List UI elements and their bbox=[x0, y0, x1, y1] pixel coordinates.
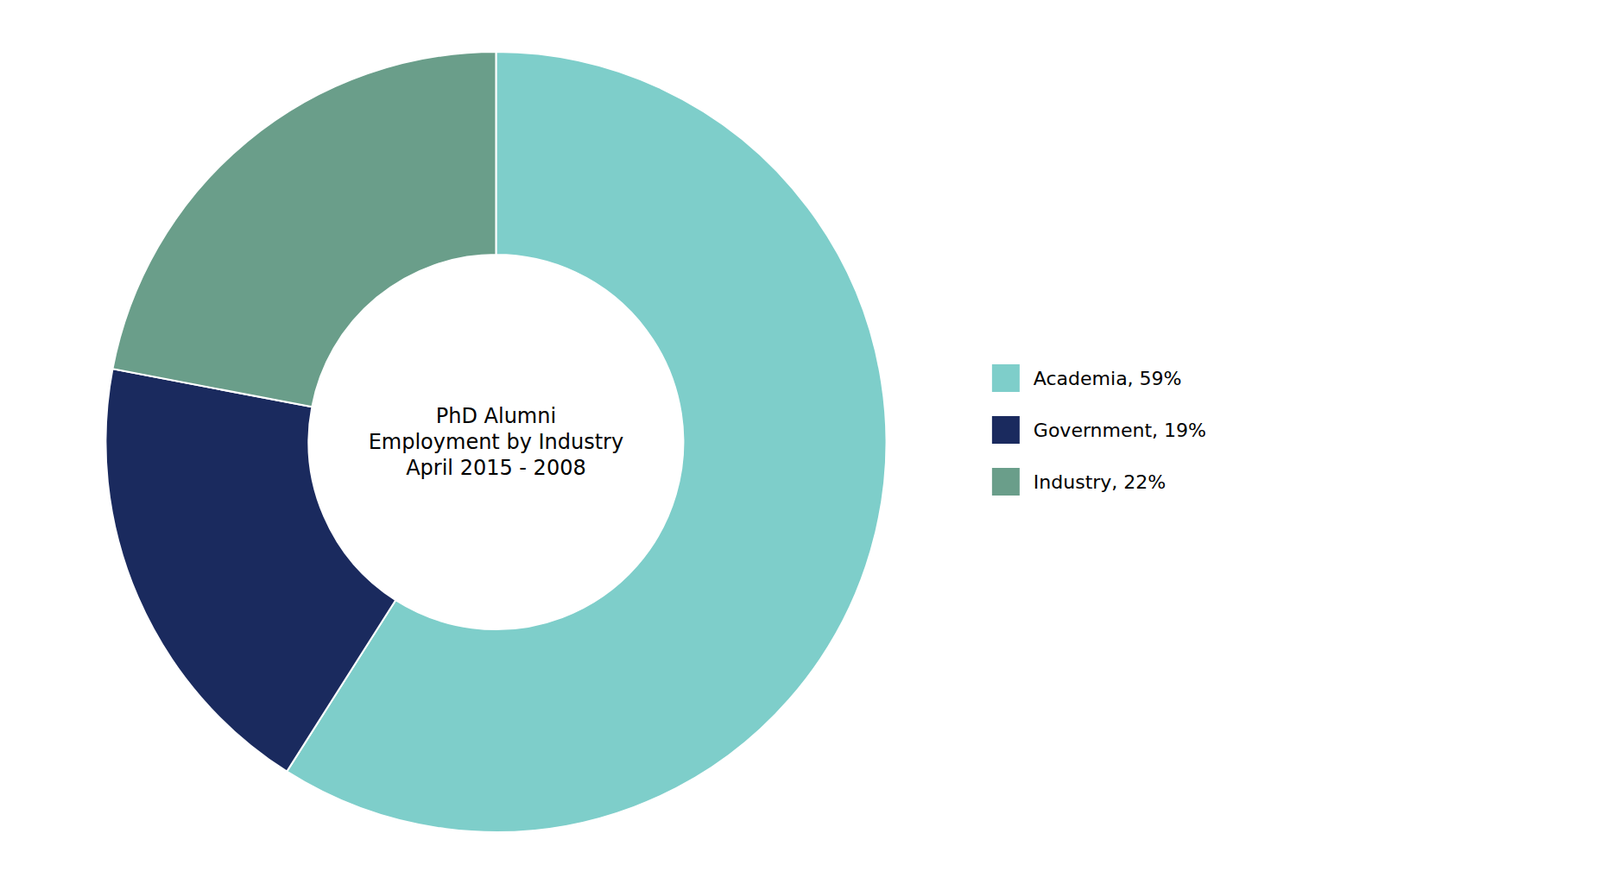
legend-swatch bbox=[992, 467, 1020, 496]
center-title: PhD AlumniEmployment by IndustryApril 20… bbox=[368, 404, 625, 481]
chart-svg: PhD AlumniEmployment by IndustryApril 20… bbox=[0, 0, 1600, 884]
legend-label: Government, 19% bbox=[1033, 419, 1207, 442]
donut bbox=[105, 51, 886, 833]
legend-label: Academia, 59% bbox=[1033, 367, 1183, 390]
legend-item: Academia, 59% bbox=[992, 364, 1183, 393]
slice bbox=[105, 368, 396, 772]
legend-swatch bbox=[992, 364, 1020, 393]
legend-label: Industry, 22% bbox=[1033, 471, 1166, 494]
legend-item: Industry, 22% bbox=[992, 467, 1166, 496]
legend: Academia, 59% Government, 19% Industry, 22… bbox=[992, 364, 1207, 496]
slice bbox=[112, 51, 496, 407]
legend-swatch bbox=[992, 416, 1020, 444]
legend-item: Government, 19% bbox=[992, 416, 1207, 444]
